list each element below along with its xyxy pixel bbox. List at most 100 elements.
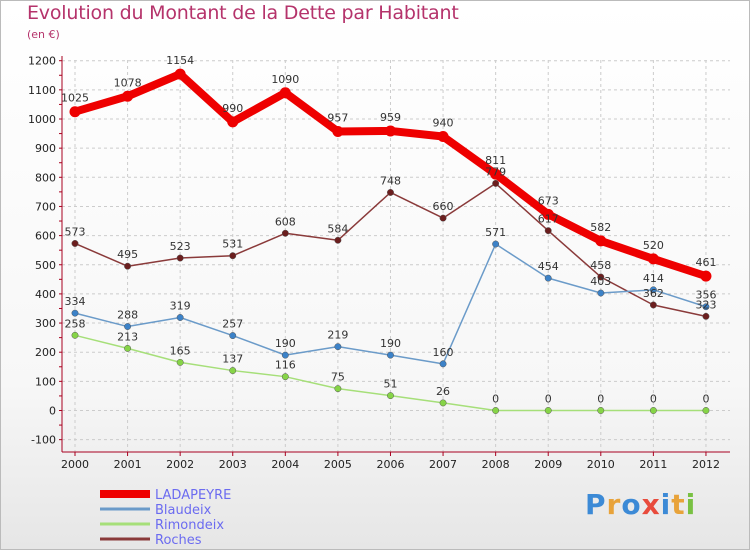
data-label-ladapeyre: 1025 [61,92,89,105]
data-point-ladapeyre [647,253,659,265]
data-label-roches: 617 [538,213,559,226]
x-tick-label: 2001 [114,458,142,471]
data-point-rimondeix [124,344,132,352]
data-label-roches: 779 [485,165,506,178]
data-point-roches [334,236,342,244]
data-point-ladapeyre [174,68,186,80]
x-tick-label: 2002 [166,458,194,471]
data-point-rimondeix [544,407,552,414]
y-tick-label: 0 [49,405,56,418]
data-point-ladapeyre [437,130,449,142]
x-tick-label: 2011 [639,458,667,471]
data-point-rimondeix [229,367,237,375]
data-label-ladapeyre: 1154 [166,54,194,67]
data-point-roches [597,273,605,281]
x-tick-label: 2007 [429,458,457,471]
data-label-blaudeix: 571 [485,226,506,239]
data-label-roches: 523 [170,240,191,253]
x-tick-label: 2000 [61,458,89,471]
y-tick-label: 500 [35,259,56,272]
x-tick-label: 2009 [534,458,562,471]
data-point-blaudeix [281,351,289,359]
data-label-ladapeyre: 520 [643,239,664,252]
data-label-ladapeyre: 811 [485,154,506,167]
data-label-ladapeyre: 959 [380,111,401,124]
x-tick-label: 2004 [271,458,299,471]
data-point-roches [492,179,500,187]
logo-letter: i [660,488,672,521]
data-point-blaudeix [176,314,184,321]
logo-letter: r [606,488,622,521]
data-point-ladapeyre [595,235,607,247]
data-point-blaudeix [702,303,710,311]
data-label-roches: 660 [433,200,454,213]
data-label-roches: 495 [117,248,138,261]
logo-letter: P [585,488,607,521]
data-label-ladapeyre: 673 [538,194,559,207]
data-point-blaudeix [124,323,132,330]
data-point-blaudeix [334,343,342,351]
data-label-roches: 531 [222,238,243,251]
data-point-roches [439,214,447,222]
data-label-roches: 458 [590,259,611,272]
x-tick-label: 2003 [219,458,247,471]
data-label-rimondeix: 165 [170,344,191,357]
y-tick-label: 300 [35,317,56,330]
data-label-ladapeyre: 461 [695,256,716,269]
data-label-rimondeix: 116 [275,359,296,372]
data-label-roches: 748 [380,174,401,187]
data-point-ladapeyre [700,270,712,282]
data-point-ladapeyre [122,90,134,102]
data-label-roches: 573 [65,225,86,238]
data-label-blaudeix: 160 [433,346,454,359]
data-label-blaudeix: 257 [222,318,243,331]
y-tick-label: 1000 [28,113,56,126]
data-label-ladapeyre: 1078 [114,76,142,89]
data-label-rimondeix: 26 [436,385,450,398]
data-label-rimondeix: 75 [331,371,345,384]
y-tick-label: 900 [35,142,56,155]
data-label-rimondeix: 213 [117,330,138,343]
data-label-ladapeyre: 957 [327,112,348,125]
data-label-blaudeix: 454 [538,260,559,273]
data-point-roches [124,262,132,270]
y-tick-label: 100 [35,375,56,388]
data-point-ladapeyre [542,208,554,220]
data-point-rimondeix [71,331,79,339]
data-point-blaudeix [597,289,605,297]
data-label-rimondeix: 0 [492,393,499,406]
data-point-blaudeix [229,332,237,340]
y-tick-label: -100 [31,434,56,447]
data-label-rimondeix: 0 [650,393,657,406]
data-point-roches [71,240,79,247]
x-tick-label: 2006 [376,458,404,471]
data-point-rimondeix [281,373,289,381]
data-point-roches [649,301,657,309]
data-label-roches: 584 [327,222,348,235]
data-label-rimondeix: 51 [383,378,397,391]
data-point-rimondeix [387,392,394,400]
y-tick-label: 200 [35,346,56,359]
data-label-ladapeyre: 940 [433,116,454,129]
data-label-blaudeix: 414 [643,272,664,285]
y-tick-label: 700 [35,200,56,213]
data-point-roches [281,229,289,237]
data-label-roches: 362 [643,287,664,300]
proxiti-logo: Proxiti [585,488,696,521]
data-label-blaudeix: 334 [65,295,86,308]
data-label-blaudeix: 356 [695,289,716,302]
logo-letter: i [685,488,697,521]
data-label-blaudeix: 219 [327,329,348,342]
data-point-blaudeix [387,351,394,359]
data-point-roches [387,189,394,196]
data-point-rimondeix [597,407,605,414]
data-point-roches [544,227,552,235]
data-point-ladapeyre [279,87,291,99]
data-point-rimondeix [702,407,710,414]
y-tick-label: 1100 [28,84,56,97]
data-label-rimondeix: 0 [702,393,709,406]
data-point-ladapeyre [490,168,502,180]
data-point-ladapeyre [332,126,344,138]
x-tick-label: 2010 [587,458,615,471]
